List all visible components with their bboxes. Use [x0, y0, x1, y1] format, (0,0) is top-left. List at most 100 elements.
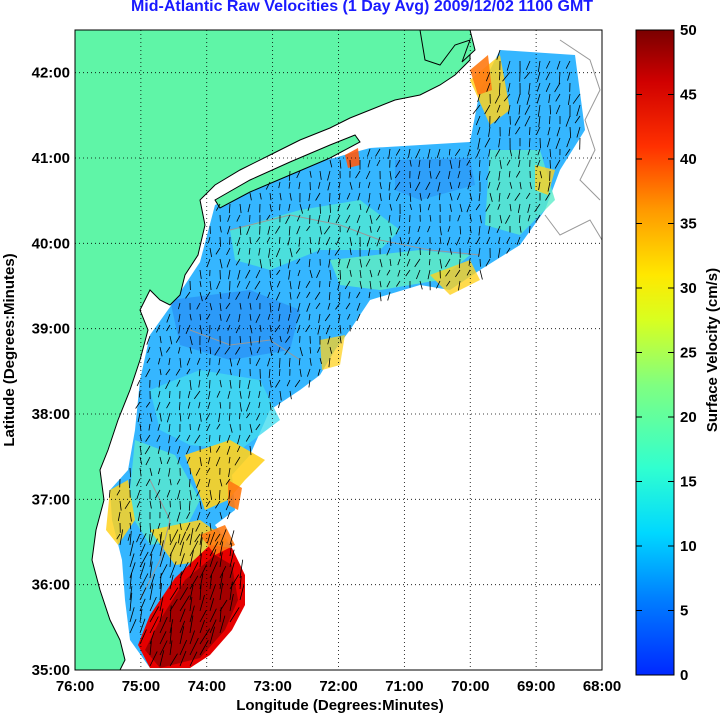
velocity-vector: [228, 489, 231, 500]
velocity-vector: [229, 423, 233, 433]
velocity-vector: [289, 192, 292, 201]
velocity-vector: [484, 137, 491, 148]
velocity-vector: [209, 626, 215, 645]
velocity-vector: [186, 357, 191, 366]
velocity-vector: [277, 346, 281, 354]
velocity-vector: [209, 346, 212, 355]
velocity-vector: [129, 467, 131, 478]
velocity-vector: [496, 104, 501, 113]
velocity-vector: [516, 236, 521, 245]
velocity-vector: [499, 82, 501, 95]
velocity-vector: [545, 192, 551, 201]
velocity-vector: [417, 225, 421, 233]
velocity-vector: [145, 478, 151, 487]
velocity-vector: [288, 269, 291, 280]
velocity-vector: [339, 269, 341, 280]
velocity-vector: [166, 412, 171, 423]
velocity-vector: [494, 93, 501, 104]
velocity-vector: [269, 192, 272, 201]
velocity-vector: [476, 148, 481, 158]
velocity-vector: [159, 335, 162, 344]
velocity-vector: [356, 302, 361, 311]
velocity-vector: [529, 225, 531, 234]
velocity-vector: [209, 584, 216, 601]
velocity-vector: [449, 203, 452, 212]
velocity-vector: [219, 489, 221, 499]
velocity-vector: [399, 236, 403, 245]
velocity-vector: [358, 181, 361, 189]
velocity-vector: [478, 225, 481, 236]
velocity-vector: [288, 181, 291, 189]
velocity-vector: [345, 302, 351, 310]
velocity-vector: [149, 538, 158, 557]
velocity-vector: [318, 313, 321, 324]
velocity-vector: [149, 573, 156, 590]
velocity-vector: [329, 203, 331, 213]
velocity-vector: [186, 434, 191, 442]
colorbar-tick-label: 40: [680, 151, 697, 168]
velocity-vector: [215, 500, 221, 509]
velocity-vector: [394, 181, 401, 191]
velocity-vector: [479, 258, 481, 267]
velocity-vector: [149, 630, 155, 645]
velocity-vector: [287, 324, 291, 334]
velocity-vector: [547, 137, 551, 148]
velocity-vector: [327, 214, 331, 223]
velocity-vector: [268, 247, 271, 258]
velocity-vector: [338, 192, 341, 200]
velocity-vector: [129, 573, 132, 590]
velocity-vector: [269, 302, 272, 313]
velocity-vector: [539, 137, 541, 149]
velocity-vector: [249, 445, 252, 456]
velocity-vector: [237, 269, 241, 280]
velocity-vector: [286, 379, 291, 387]
velocity-vector: [285, 214, 291, 224]
velocity-vector: [389, 225, 392, 236]
velocity-vector: [446, 280, 451, 287]
velocity-vector: [239, 575, 242, 590]
velocity-vector: [509, 148, 513, 157]
velocity-vector: [406, 247, 411, 256]
velocity-vector: [496, 49, 501, 60]
velocity-vector: [344, 280, 351, 290]
velocity-vector: [485, 71, 491, 82]
velocity-vector: [468, 258, 471, 266]
velocity-vector: [357, 192, 361, 201]
velocity-vector: [267, 291, 271, 299]
velocity-vector: [166, 401, 171, 409]
velocity-vector: [555, 137, 561, 150]
velocity-vector: [186, 368, 191, 375]
velocity-vector: [458, 280, 461, 291]
velocity-vector: [289, 247, 293, 258]
velocity-vector: [199, 628, 211, 645]
velocity-vector: [129, 530, 132, 546]
velocity-vector: [179, 571, 182, 590]
velocity-vector: [289, 302, 292, 313]
velocity-vector: [226, 445, 231, 455]
velocity-vector: [179, 608, 186, 623]
velocity-vector: [149, 651, 158, 667]
velocity-vector: [139, 456, 143, 465]
velocity-vector: [145, 456, 151, 466]
velocity-vector: [197, 423, 201, 431]
velocity-vector: [288, 203, 291, 211]
velocity-vector: [536, 82, 541, 92]
velocity-vector: [175, 368, 181, 376]
velocity-vector: [468, 247, 471, 255]
velocity-vector: [247, 203, 251, 213]
velocity-vector: [215, 445, 221, 453]
velocity-vector: [319, 357, 322, 365]
velocity-vector: [139, 562, 146, 579]
velocity-vector: [349, 236, 352, 246]
velocity-vector: [289, 357, 291, 367]
velocity-vector: [524, 115, 531, 127]
colorbar-tick-label: 15: [680, 474, 697, 491]
x-tick-label: 72:00: [319, 678, 357, 695]
velocity-vector: [525, 60, 531, 71]
velocity-vector: [279, 258, 282, 267]
chart-title: Mid-Atlantic Raw Velocities (1 Day Avg) …: [130, 0, 594, 15]
velocity-vector: [477, 93, 481, 103]
velocity-vector: [236, 445, 241, 453]
velocity-vector: [116, 489, 121, 496]
velocity-vector: [219, 552, 223, 568]
